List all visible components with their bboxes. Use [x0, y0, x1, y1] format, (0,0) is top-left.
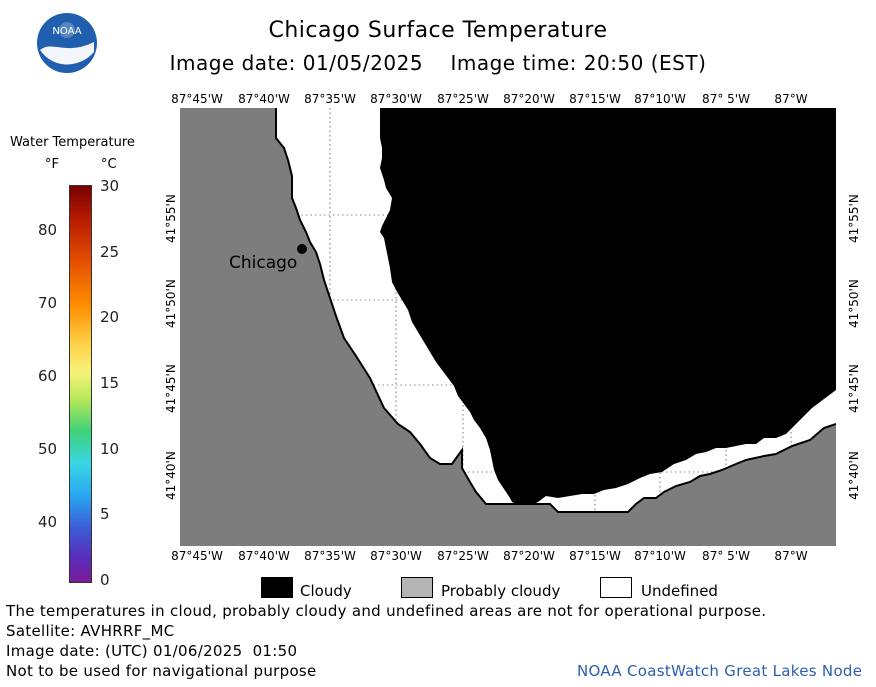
satellite-info: Satellite: AVHRRF_MC	[6, 622, 175, 640]
colorbar-tick-c: 10	[100, 439, 120, 458]
colorbar-tick-f: 60	[38, 366, 58, 385]
utc-image-date: Image date: (UTC) 01/06/2025 01:50	[6, 642, 298, 660]
cloudy-region	[380, 108, 836, 506]
legend-label-probably-cloudy: Probably cloudy	[441, 582, 561, 600]
longitude-label: 87° 5'W	[702, 549, 750, 563]
longitude-label: 87°35'W	[304, 549, 356, 563]
shoreline	[275, 108, 836, 513]
longitude-label: 87°15'W	[569, 92, 621, 106]
city-label-chicago: Chicago	[229, 253, 298, 273]
land-region	[180, 108, 836, 546]
legend-swatch-cloudy	[261, 577, 293, 598]
credit-text: NOAA CoastWatch Great Lakes Node	[577, 662, 863, 680]
longitude-label: 87°30'W	[370, 549, 422, 563]
colorbar-unit-c: °C	[101, 157, 117, 172]
page-title: Chicago Surface Temperature	[268, 18, 608, 43]
longitude-label: 87°45'W	[171, 92, 223, 106]
longitude-label: 87°40'W	[238, 92, 290, 106]
disclaimer-navigation: Not to be used for navigational purpose	[6, 662, 317, 680]
chicago-marker	[297, 244, 307, 254]
longitude-label: 87°10'W	[634, 92, 686, 106]
legend-swatch-undefined	[600, 577, 632, 598]
latitude-label: 41°45'N	[847, 364, 861, 413]
legend-label-cloudy: Cloudy	[300, 582, 352, 600]
longitude-label: 87°10'W	[634, 549, 686, 563]
colorbar	[69, 185, 92, 583]
latitude-label: 41°40'N	[847, 451, 861, 500]
colorbar-tick-c: 25	[100, 242, 120, 261]
colorbar-tick-c: 0	[100, 571, 110, 589]
longitude-label: 87°W	[774, 549, 808, 563]
longitude-label: 87°25'W	[437, 92, 489, 106]
longitude-label: 87°45'W	[171, 549, 223, 563]
longitude-label: 87°W	[774, 92, 808, 106]
colorbar-tick-c: 30	[100, 177, 120, 195]
longitude-label: 87°20'W	[503, 92, 555, 106]
colorbar-tick-f: 40	[38, 512, 58, 531]
logo-text: NOAA	[52, 26, 81, 37]
noaa-logo: NOAA	[36, 12, 98, 74]
longitude-label: 87°20'W	[503, 549, 555, 563]
latitude-label: 41°50'N	[847, 279, 861, 328]
latitude-label: 41°40'N	[164, 451, 178, 500]
legend-swatch-probably-cloudy	[401, 577, 433, 598]
legend-label-undefined: Undefined	[641, 582, 718, 600]
latitude-label: 41°55'N	[847, 194, 861, 243]
colorbar-unit-f: °F	[45, 157, 59, 172]
latitude-label: 41°55'N	[164, 194, 178, 243]
longitude-label: 87°30'W	[370, 92, 422, 106]
latitude-label: 41°45'N	[164, 364, 178, 413]
colorbar-title: Water Temperature	[10, 135, 135, 150]
longitude-label: 87° 5'W	[702, 92, 750, 106]
longitude-label: 87°40'W	[238, 549, 290, 563]
colorbar-tick-f: 80	[38, 220, 58, 239]
colorbar-tick-c: 20	[100, 308, 120, 327]
map	[180, 108, 836, 546]
longitude-label: 87°35'W	[304, 92, 356, 106]
longitude-label: 87°15'W	[569, 549, 621, 563]
colorbar-tick-c: 15	[100, 374, 120, 392]
colorbar-tick-c: 5	[100, 505, 110, 524]
latitude-label: 41°50'N	[164, 279, 178, 328]
colorbar-tick-f: 70	[38, 293, 58, 312]
colorbar-tick-f: 50	[38, 439, 58, 458]
image-date-subtitle: Image date: 01/05/2025 Image time: 20:50…	[169, 51, 707, 75]
disclaimer-operational: The temperatures in cloud, probably clou…	[6, 602, 767, 620]
map-frame	[180, 108, 836, 546]
longitude-label: 87°25'W	[437, 549, 489, 563]
